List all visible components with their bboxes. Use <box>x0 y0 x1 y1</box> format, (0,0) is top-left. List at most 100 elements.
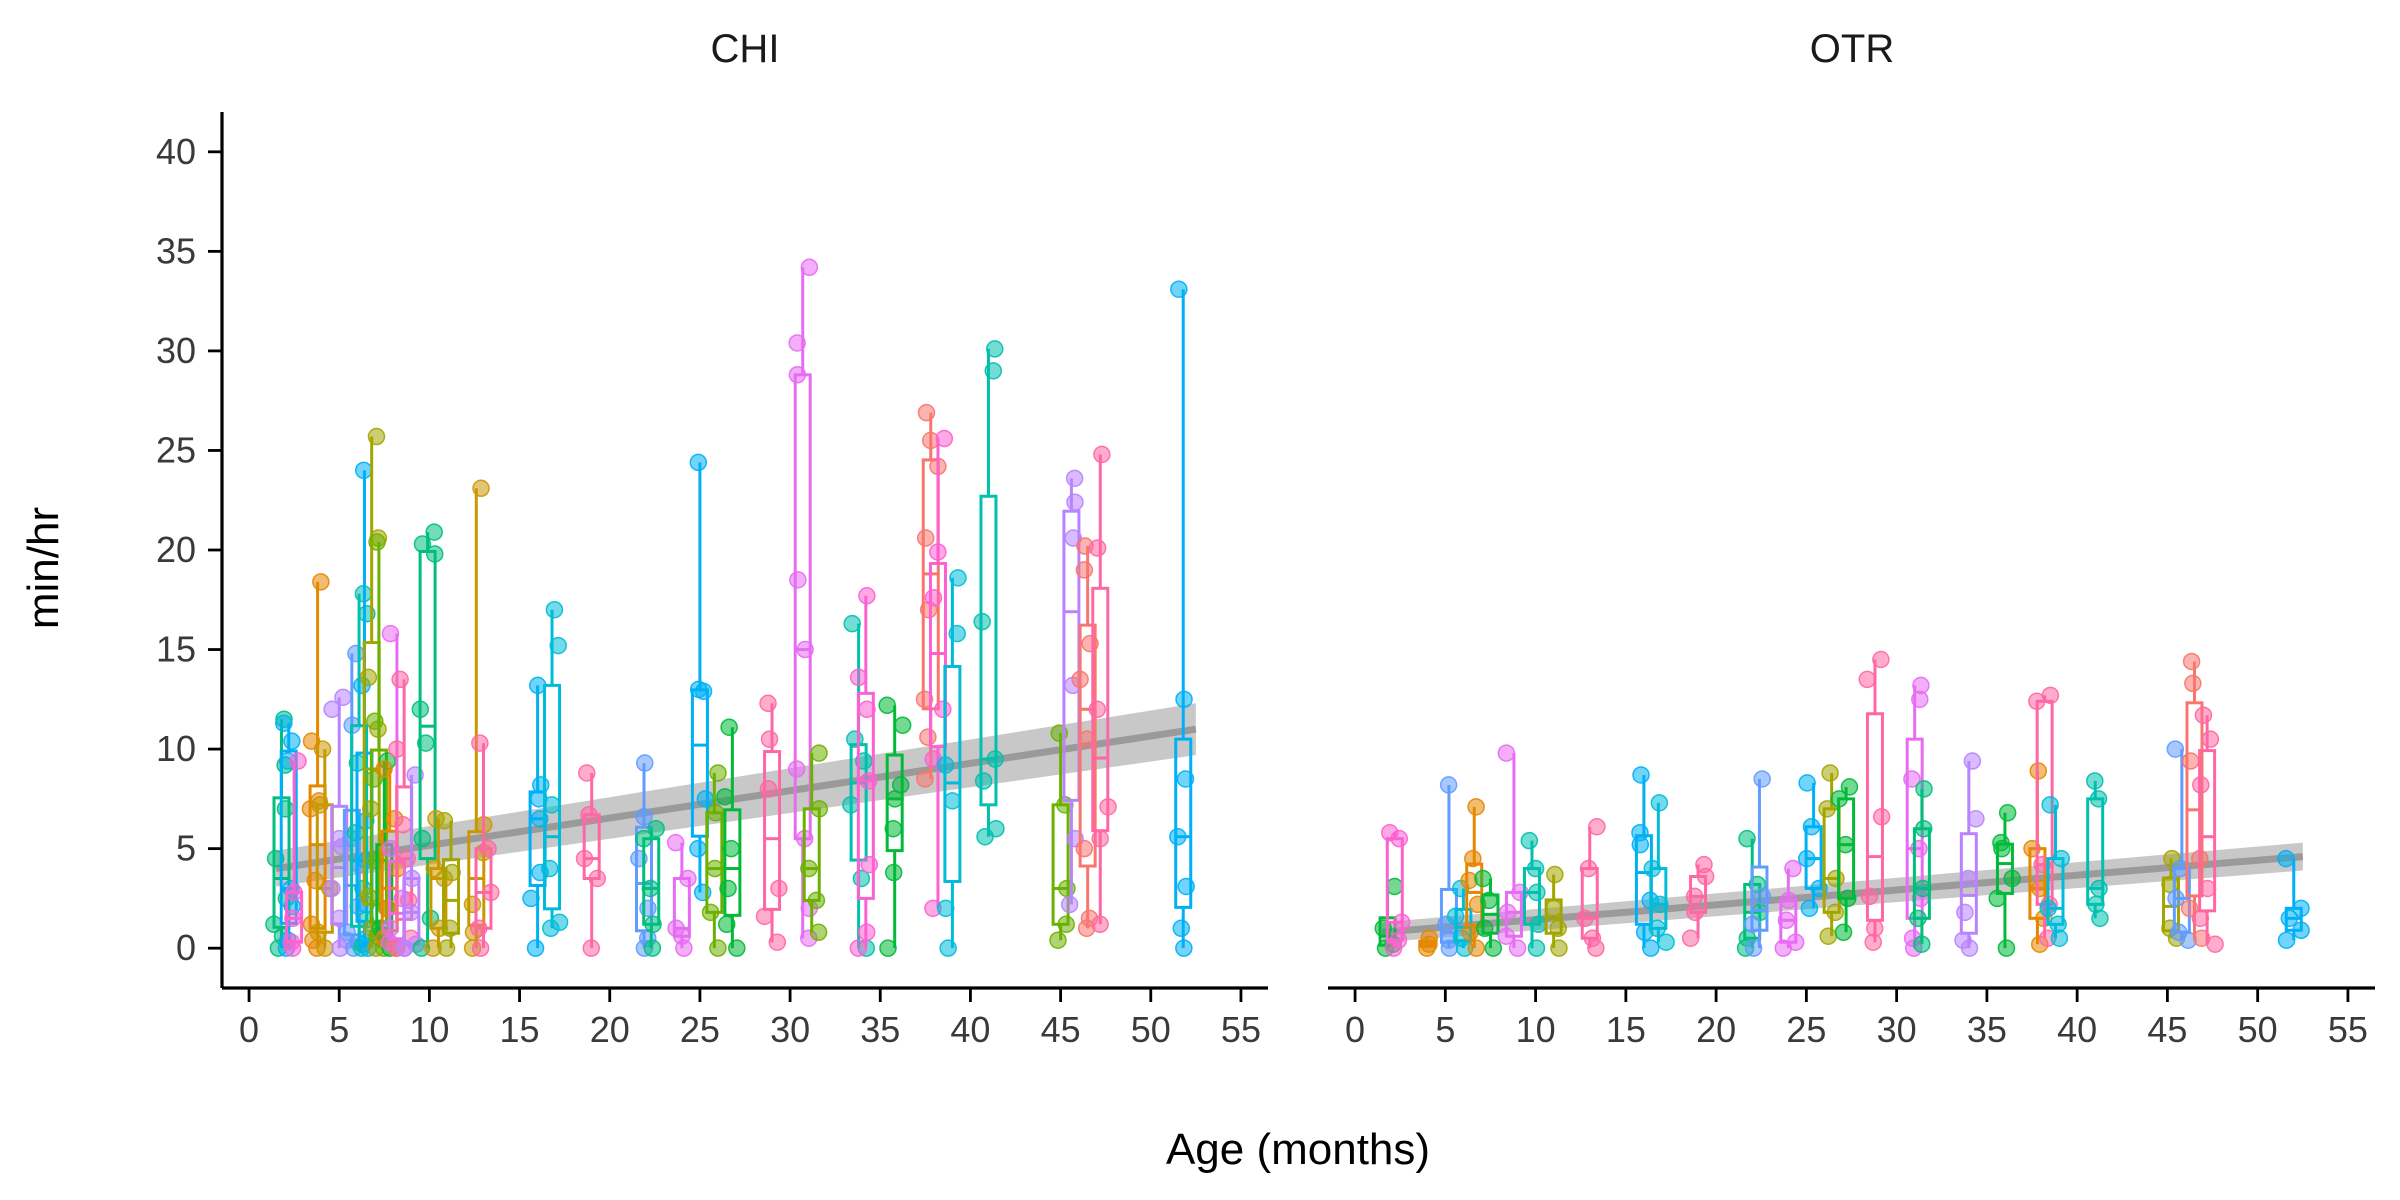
data-point <box>1839 889 1857 908</box>
box <box>543 683 562 911</box>
data-point <box>1798 849 1816 868</box>
data-point <box>696 790 715 808</box>
panel-otr: 0 5 10 15 20 25 30 35 40 45 50 55 <box>1328 650 2375 1050</box>
data-point <box>2049 915 2067 934</box>
data-point <box>2170 923 2188 942</box>
x-tick-label: 10 <box>1516 1009 1556 1050</box>
data-point <box>1651 895 1669 914</box>
data-point <box>2041 796 2059 814</box>
data-point <box>425 523 443 541</box>
data-point <box>2086 772 2104 790</box>
data-point <box>1967 810 1985 828</box>
data-point <box>1464 849 1482 868</box>
data-point <box>1830 790 1848 808</box>
data-point <box>1066 493 1084 511</box>
box <box>802 807 821 902</box>
data-point <box>1784 859 1802 878</box>
data-point <box>788 334 806 352</box>
data-point <box>859 772 878 790</box>
data-point <box>522 889 540 908</box>
data-point <box>1826 903 1844 922</box>
data-point <box>306 871 324 890</box>
data-point <box>1954 931 1972 949</box>
child-boxplot <box>540 600 569 938</box>
data-point <box>689 453 708 472</box>
child-boxplot <box>1520 831 1548 957</box>
data-point <box>545 600 564 619</box>
y-tick-label: 20 <box>156 529 196 570</box>
child-boxplot <box>1830 778 1859 942</box>
data-point <box>1821 764 1839 782</box>
data-point <box>647 819 665 838</box>
data-point <box>1528 883 1546 902</box>
child-boxplot <box>1858 650 1891 951</box>
data-point <box>768 933 787 951</box>
data-point <box>1484 939 1503 957</box>
data-point <box>1912 676 1930 695</box>
child-boxplot <box>1460 798 1487 957</box>
data-point <box>1527 939 1546 957</box>
data-point <box>1175 939 1193 957</box>
data-point <box>760 730 779 748</box>
data-point <box>338 923 356 942</box>
y-tick-label: 40 <box>156 131 196 172</box>
data-point <box>1497 927 1516 945</box>
data-point <box>1176 770 1195 788</box>
data-point <box>526 939 545 957</box>
data-point <box>368 533 386 551</box>
child-boxplot <box>1681 855 1715 947</box>
data-point <box>354 461 373 480</box>
data-point <box>701 903 720 922</box>
child-boxplot <box>666 833 697 957</box>
child-boxplot <box>2277 849 2310 949</box>
data-point <box>1576 909 1594 928</box>
data-point <box>1744 939 1763 957</box>
child-boxplot <box>634 819 665 957</box>
child-boxplot <box>2086 772 2109 928</box>
data-point <box>375 760 393 778</box>
data-point <box>580 806 598 824</box>
box <box>856 691 875 900</box>
data-point <box>1914 819 1933 838</box>
data-point <box>437 939 456 957</box>
data-point <box>323 879 341 898</box>
data-point <box>807 891 826 910</box>
data-point <box>849 939 868 957</box>
x-tick-label: 55 <box>1221 1009 1261 1050</box>
box <box>1078 623 1097 868</box>
data-point <box>1170 280 1188 298</box>
y-tick-label: 0 <box>176 927 196 968</box>
child-boxplot <box>787 258 819 947</box>
data-point <box>641 879 660 898</box>
data-point <box>986 340 1004 358</box>
y-tick-label: 10 <box>156 728 196 769</box>
child-boxplot <box>1798 774 1828 918</box>
x-tick-label: 40 <box>2057 1009 2097 1050</box>
child-boxplot <box>936 569 967 957</box>
data-point <box>285 883 303 902</box>
data-point <box>312 573 330 591</box>
data-point <box>2201 730 2220 748</box>
box <box>1174 737 1193 909</box>
x-axis-title: Age (months) <box>1166 1125 1430 1174</box>
data-point <box>359 887 378 906</box>
data-point <box>1872 808 1891 826</box>
x-tick-label: 15 <box>500 1009 540 1050</box>
data-point <box>1071 670 1089 689</box>
data-point <box>974 772 993 790</box>
data-point <box>2181 752 2200 770</box>
data-point <box>936 756 955 774</box>
data-point <box>759 694 777 713</box>
data-point <box>1420 929 1438 947</box>
x-tick-label: 50 <box>1131 1009 1171 1050</box>
data-point <box>403 869 421 888</box>
data-point <box>334 688 352 707</box>
data-point <box>717 915 736 934</box>
data-point <box>463 895 482 914</box>
data-point <box>728 939 746 957</box>
data-point <box>788 366 807 384</box>
data-point <box>893 716 912 734</box>
data-point <box>1959 869 1978 888</box>
data-point <box>884 863 903 882</box>
data-point <box>1913 935 1931 953</box>
